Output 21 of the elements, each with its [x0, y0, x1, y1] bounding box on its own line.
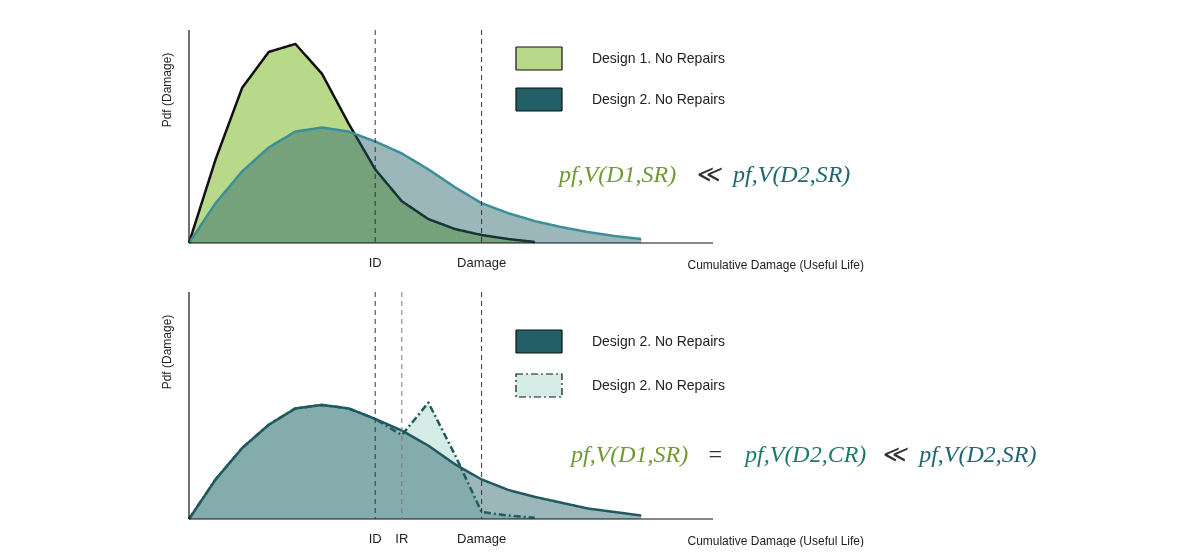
annotation: pf,V(D1,SR) — [569, 441, 689, 467]
text: pf,V(D2,SR) — [917, 441, 1037, 467]
x-tick-label: Damage — [457, 255, 507, 270]
x-tick-label: IR — [395, 531, 409, 546]
legend-label: Design 2. No Repairs — [592, 333, 725, 349]
legend-label: Design 2. No Repairs — [592, 91, 725, 107]
x-tick-label: ID — [368, 531, 382, 546]
x-axis-title: Cumulative Damage (Useful Life) — [687, 534, 864, 548]
x-axis-title: Cumulative Damage (Useful Life) — [687, 258, 864, 272]
y-axis-title: Pdf (Damage) — [160, 314, 174, 390]
x-tick-label: ID — [368, 255, 382, 270]
x-tick-label: Damage — [457, 531, 507, 546]
annotation: pf,V(D1,SR) — [557, 161, 677, 187]
text: pf,V(D2,CR) — [743, 441, 867, 467]
legend-label: Design 1. No Repairs — [592, 50, 725, 66]
y-axis-title: Pdf (Damage) — [160, 52, 174, 128]
annotation: = — [707, 441, 724, 467]
text: pf,V(D2,SR) — [731, 161, 851, 187]
text: ≪ — [881, 441, 910, 467]
annotation: ≪ — [695, 161, 724, 187]
legend-label: Design 2. No Repairs — [592, 377, 725, 393]
